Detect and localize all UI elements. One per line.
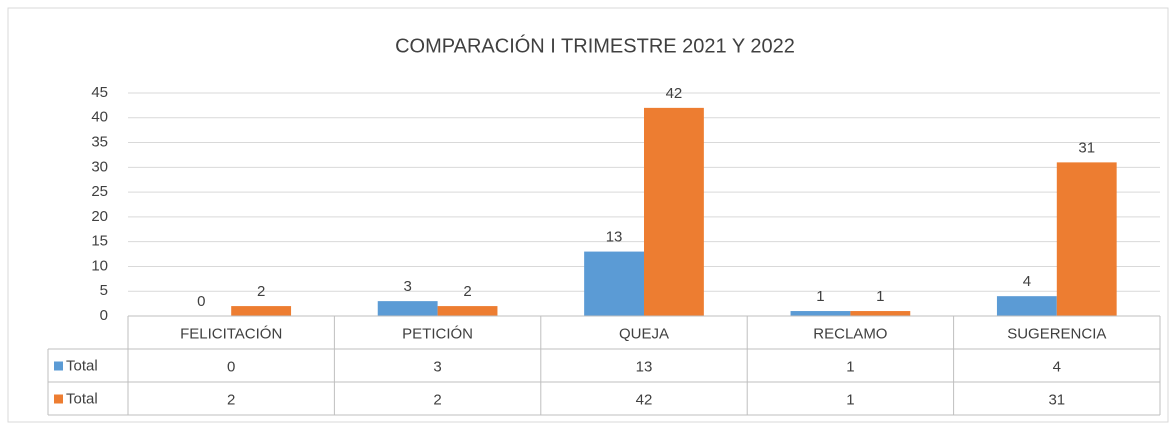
chart-title: COMPARACIÓN I TRIMESTRE 2021 Y 2022: [395, 34, 795, 57]
x-tick-label: SUGERENCIA: [1007, 325, 1106, 342]
bar: [1056, 162, 1117, 316]
data-label: 31: [1078, 139, 1095, 156]
y-tick-label: 10: [91, 257, 108, 274]
bar: [644, 107, 704, 316]
x-tick-label: RECLAMO: [813, 325, 887, 342]
chart-frame: [7, 7, 1169, 423]
bar: [850, 311, 911, 316]
y-tick-label: 45: [91, 84, 108, 101]
table-cell: 31: [1048, 391, 1065, 408]
y-tick-label: 35: [91, 134, 108, 151]
legend-label: Total: [66, 357, 98, 374]
x-tick-label: QUEJA: [619, 325, 669, 342]
data-label: 2: [463, 283, 471, 300]
table-cell: 2: [227, 391, 235, 408]
bar: [584, 251, 644, 316]
table-cell: 2: [433, 391, 441, 408]
y-tick-label: 15: [91, 233, 108, 250]
y-tick-label: 0: [100, 307, 108, 324]
y-tick-label: 5: [100, 282, 108, 299]
data-label: 3: [404, 278, 412, 295]
data-label: 2: [257, 283, 265, 300]
data-label: 1: [876, 288, 884, 305]
table-cell: 0: [227, 358, 235, 375]
legend-swatch: [54, 361, 63, 371]
table-cell: 42: [636, 391, 653, 408]
bar: [437, 306, 498, 316]
data-label: 13: [606, 229, 623, 246]
y-tick-label: 40: [91, 109, 108, 126]
y-tick-label: 25: [91, 183, 108, 200]
x-tick-label: FELICITACIÓN: [180, 325, 282, 342]
bar: [377, 301, 438, 316]
bar: [996, 296, 1057, 316]
bar: [790, 311, 851, 316]
legend-label: Total: [66, 390, 98, 407]
y-tick-label: 20: [91, 208, 108, 225]
bar: [231, 306, 292, 316]
data-label: 0: [197, 293, 205, 310]
legend-swatch: [54, 394, 63, 404]
table-cell: 1: [846, 391, 854, 408]
data-label: 42: [666, 85, 683, 102]
table-cell: 13: [636, 358, 653, 375]
data-label: 4: [1023, 273, 1031, 290]
data-label: 1: [816, 288, 824, 305]
table-cell: 1: [846, 358, 854, 375]
x-tick-label: PETICIÓN: [402, 325, 473, 342]
y-tick-label: 30: [91, 158, 108, 175]
table-cell: 4: [1053, 358, 1061, 375]
table-cell: 3: [433, 358, 441, 375]
